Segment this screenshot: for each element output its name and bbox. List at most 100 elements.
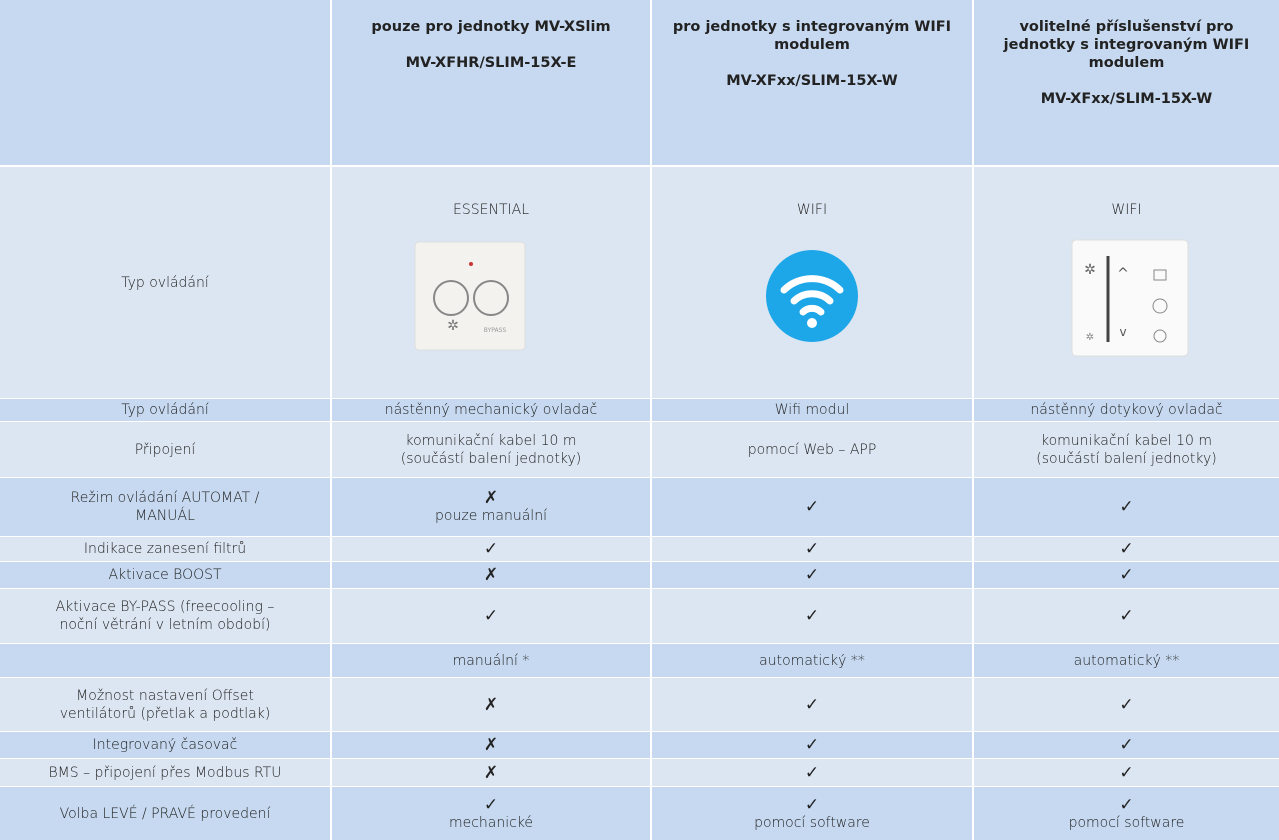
cell-text: ✓	[804, 794, 820, 815]
cell-text: ✓	[483, 539, 499, 559]
cell: ✓ pomocí software	[652, 787, 972, 840]
cell: ✓	[974, 678, 1279, 731]
cell: manuální *	[332, 644, 650, 677]
cell-text: mechanické	[448, 814, 534, 831]
cell	[0, 0, 330, 165]
cell-text: ✓	[804, 606, 820, 626]
cell	[0, 644, 330, 677]
cell-text: pomocí Web – APP	[747, 441, 877, 458]
cell-text: ✓	[483, 794, 499, 815]
row-label: Integrovaný časovač	[92, 737, 238, 753]
header-model: MV-XFHR/SLIM-15X-E	[405, 55, 577, 71]
svg-text:✲: ✲	[447, 318, 459, 334]
cell-text: ✓	[804, 735, 820, 755]
cell: ✓	[652, 589, 972, 643]
cell: komunikační kabel 10 m (součástí balení j…	[974, 422, 1279, 477]
cell-text: ✓	[1119, 497, 1134, 517]
header-title: pro jednotky s integrovaným WIFI modulem	[672, 19, 952, 53]
header-title: pouze pro jednotky MV-XSlim	[371, 19, 611, 35]
control-name: WIFI	[1111, 202, 1142, 218]
svg-text:v: v	[1119, 325, 1126, 339]
svg-text:✲: ✲	[1086, 332, 1094, 343]
cell: Indikace zanesení filtrů	[0, 537, 330, 561]
cell: ✓	[332, 589, 650, 643]
row-label: Režim ovládání AUTOMAT /	[70, 490, 260, 506]
cell-text: komunikační kabel 10 m	[405, 432, 577, 449]
cell: Typ ovládání	[0, 399, 330, 421]
cell-text: ✓	[804, 694, 820, 715]
cell: Integrovaný časovač	[0, 732, 330, 758]
svg-text:✲: ✲	[1084, 262, 1096, 278]
cell-text: nástěnný mechanický ovladač	[384, 402, 598, 418]
row-label: Volba LEVÉ / PRAVÉ provedení	[59, 805, 271, 822]
row-label: Aktivace BY-PASS (freecooling –	[55, 599, 275, 615]
cell-text: ✓	[1119, 606, 1134, 626]
cell-text: Wifi modul	[774, 402, 850, 418]
svg-text:BYPASS: BYPASS	[484, 327, 507, 334]
cell: Typ ovládání	[0, 167, 330, 398]
control-name: ESSENTIAL	[453, 202, 529, 218]
cell-text: ✓	[1119, 735, 1134, 755]
cell-text: ✓	[1119, 762, 1134, 783]
header-model: MV-XFxx/SLIM-15X-W	[726, 73, 898, 89]
cell: ✓	[652, 537, 972, 561]
cell-text: ✗	[483, 565, 499, 585]
cell: Aktivace BOOST	[0, 562, 330, 588]
control-name: WIFI	[796, 202, 828, 218]
row-label: MANUÁL	[135, 508, 195, 524]
row-label: ventilátorů (přetlak a podtlak)	[59, 705, 271, 722]
cell-text: pomocí software	[754, 814, 870, 831]
cell: automatický **	[974, 644, 1279, 677]
cell: automatický **	[652, 644, 972, 677]
header-title: volitelné příslušenství pro jednotky s i…	[1003, 19, 1250, 71]
row-label: noční větrání v letním období)	[59, 617, 271, 633]
cell-text: ✓	[804, 497, 820, 517]
cell: ✓	[652, 478, 972, 536]
wifi-image	[766, 250, 858, 342]
cell: pouze pro jednotky MV-XSlim MV-XFHR/SLIM-…	[332, 0, 650, 165]
cell-text: ✓	[804, 539, 820, 559]
cell: ✓	[652, 678, 972, 731]
cell: Možnost nastavení Offset ventilátorů (pře…	[0, 678, 330, 731]
cell: Wifi modul	[652, 399, 972, 421]
essential-controller-image: ✲ BYPASS	[414, 241, 526, 351]
cell: Režim ovládání AUTOMAT / MANUÁL	[0, 478, 330, 536]
cell-text: ✓	[1119, 565, 1134, 585]
cell-text: ✗	[483, 762, 499, 783]
cell: ✗ pouze manuální	[332, 478, 650, 536]
cell: ✓	[974, 562, 1279, 588]
cell: nástěnný mechanický ovladač	[332, 399, 650, 421]
cell: ✓	[652, 732, 972, 758]
cell: Aktivace BY-PASS (freecooling – noční vět…	[0, 589, 330, 643]
cell: pomocí Web – APP	[652, 422, 972, 477]
touch-controller-image: ✲ ✲ ^ v	[1071, 239, 1189, 357]
cell: BMS – připojení přes Modbus RTU	[0, 759, 330, 786]
cell: ✗	[332, 562, 650, 588]
cell-text: ✓	[1119, 539, 1134, 559]
cell-text: automatický **	[1073, 652, 1180, 669]
cell: ✓	[974, 759, 1279, 786]
cell: ✓	[974, 537, 1279, 561]
cell-text: ✓	[1119, 694, 1134, 715]
cell: Volba LEVÉ / PRAVÉ provedení	[0, 787, 330, 840]
cell-text: komunikační kabel 10 m	[1041, 432, 1212, 449]
row-label: Typ ovládání	[121, 402, 209, 418]
cell: nástěnný dotykový ovladač	[974, 399, 1279, 421]
cell: ✓	[974, 589, 1279, 643]
row-label: Aktivace BOOST	[108, 567, 222, 583]
cell-text: manuální *	[452, 652, 530, 669]
row-label: Typ ovládání	[121, 274, 209, 291]
cell-text: ✓	[1119, 794, 1134, 815]
cell-text: (součástí balení jednotky)	[400, 450, 582, 467]
cell-text: nástěnný dotykový ovladač	[1030, 402, 1223, 418]
cell-text: pouze manuální	[435, 508, 547, 524]
cell: ✗	[332, 759, 650, 786]
cell-text: (součástí balení jednotky)	[1036, 450, 1217, 467]
cell: ✓	[974, 732, 1279, 758]
row-label: BMS – připojení přes Modbus RTU	[48, 764, 282, 781]
cell: komunikační kabel 10 m (součástí balení j…	[332, 422, 650, 477]
header-model: MV-XFxx/SLIM-15X-W	[1040, 91, 1213, 107]
cell-text: automatický **	[759, 652, 865, 669]
